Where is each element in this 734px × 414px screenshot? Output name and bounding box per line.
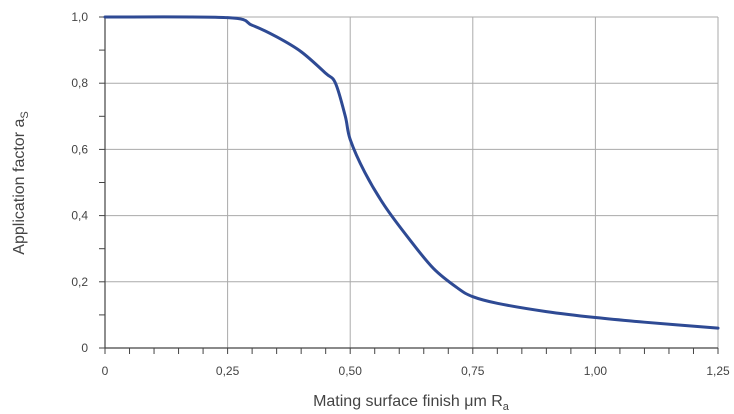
y-tick-label: 0,4	[71, 209, 88, 223]
y-tick-label: 0,8	[71, 76, 88, 90]
x-tick-label: 1,00	[584, 364, 608, 378]
x-axis-label-sub: a	[503, 401, 510, 413]
y-tick-label: 0,6	[71, 142, 88, 156]
tick-labels: 0 0,25 0,50 0,75 1,00 1,25 0 0,2 0,4 0,6 0,8 1,0	[71, 10, 730, 378]
series-line	[103, 15, 720, 330]
y-axis-label-sub: S	[19, 111, 31, 118]
x-axis-label: Mating surface finish μm Ra	[313, 393, 510, 413]
series-layer	[103, 15, 720, 330]
x-tick-label: 0	[102, 364, 109, 378]
y-tick-label: 0,2	[71, 275, 88, 289]
x-tick-label: 0,75	[461, 364, 485, 378]
x-tick-label: 0,25	[216, 364, 240, 378]
x-tick-label: 0,50	[339, 364, 363, 378]
x-axis-label-main: Mating surface finish μm R	[313, 393, 503, 410]
y-axis-label: Application factor aS	[11, 111, 31, 254]
axes	[99, 16, 719, 354]
y-axis-label-main: Application factor a	[11, 119, 28, 255]
y-tick-label: 1,0	[71, 10, 88, 24]
grid	[105, 16, 719, 348]
x-tick-label: 1,25	[706, 364, 730, 378]
y-tick-label: 0	[81, 341, 88, 355]
